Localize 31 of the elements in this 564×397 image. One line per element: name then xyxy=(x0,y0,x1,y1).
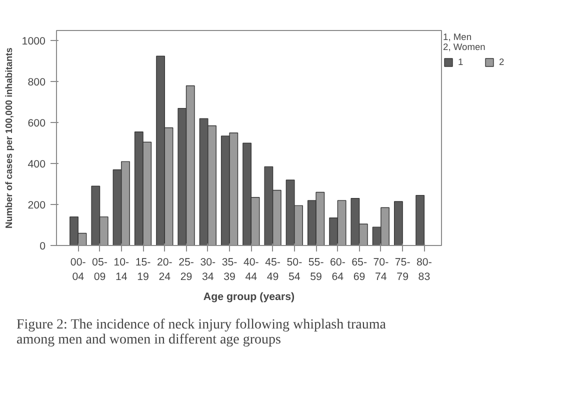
x-tick-label: 40- 44 xyxy=(243,256,260,283)
x-tick-label: 25- 29 xyxy=(178,256,194,283)
x-tick-label: 35- 39 xyxy=(222,256,238,283)
y-tick-label: 600 xyxy=(28,118,46,130)
bar xyxy=(394,201,403,246)
y-tick-label: 800 xyxy=(28,76,46,89)
x-tick-label: 65- 69 xyxy=(352,256,368,283)
y-tick-label: 0 xyxy=(40,240,46,252)
x-tick-label: 50- 54 xyxy=(286,256,303,283)
x-tick-label: 55- 59 xyxy=(308,256,324,283)
x-tick-label: 10- 14 xyxy=(114,256,130,283)
x-tick-label: 05- 09 xyxy=(92,256,108,283)
caption: Figure 2: The incidence of neck injury following whiplash trauma among men and women in different age groups xyxy=(16,318,387,348)
legend-label: 2 xyxy=(499,57,506,67)
y-axis-title: Number of cases per 100,000 inhabitants xyxy=(4,48,14,228)
legend-title: 1, Men 2, Women xyxy=(443,32,486,52)
y-tick-label: 1000 xyxy=(22,36,46,48)
x-tick-label: 60- 64 xyxy=(330,256,346,283)
x-tick-label: 30- 34 xyxy=(200,256,216,283)
bar xyxy=(416,194,425,246)
x-tick-label: 70- 74 xyxy=(373,256,390,283)
x-tick-label: 15- 19 xyxy=(135,256,152,283)
x-tick-label: 00- 04 xyxy=(70,256,86,283)
y-tick-label: 400 xyxy=(28,158,46,171)
x-tick-label: 20- 24 xyxy=(156,256,173,283)
y-tick-label: 200 xyxy=(28,200,46,212)
x-tick-label: 75- 79 xyxy=(394,256,411,283)
x-tick-label: 80- 83 xyxy=(416,256,432,283)
x-axis-title: Age group (years) xyxy=(203,290,296,303)
x-tick-label: 45- 49 xyxy=(265,256,281,283)
legend-label: 1 xyxy=(458,57,464,67)
